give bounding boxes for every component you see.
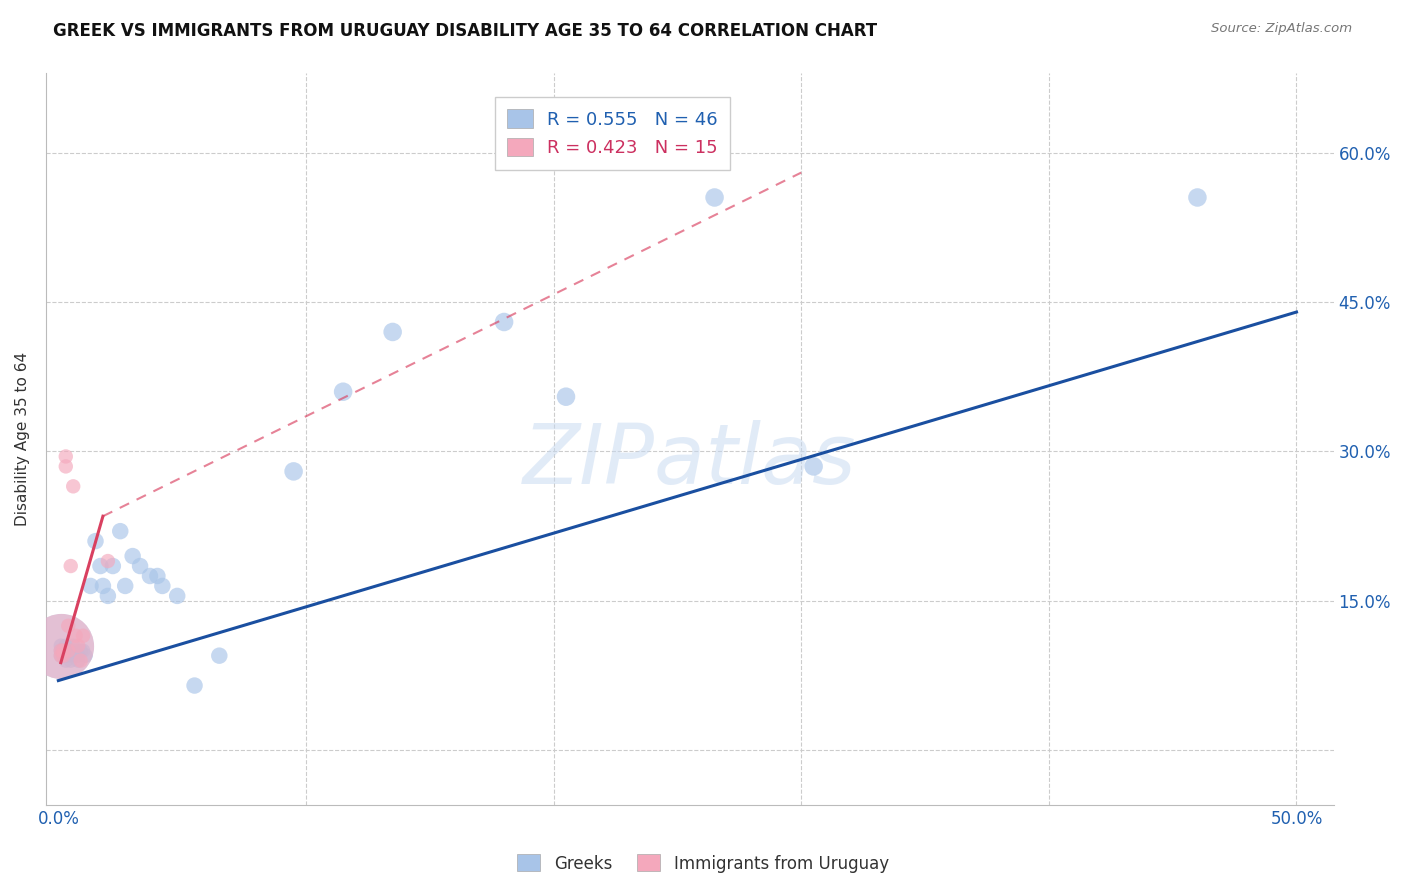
Point [69, 643, 91, 657]
Text: GREEK VS IMMIGRANTS FROM URUGUAY DISABILITY AGE 35 TO 64 CORRELATION CHART: GREEK VS IMMIGRANTS FROM URUGUAY DISABIL… [53, 22, 877, 40]
Point [52, 643, 75, 657]
Point [65, 629, 87, 643]
Point [110, 524, 132, 538]
Point [72, 629, 94, 643]
Point [55, 648, 77, 663]
Point [91, 579, 114, 593]
Point [62, 479, 84, 493]
Point [52, 648, 75, 663]
Point [332, 384, 354, 399]
Point [97, 554, 120, 568]
Point [49, 639, 72, 653]
Text: ZIPatlas: ZIPatlas [523, 420, 856, 501]
Point [62, 639, 84, 653]
Text: Source: ZipAtlas.com: Source: ZipAtlas.com [1212, 22, 1353, 36]
Point [494, 315, 516, 329]
Point [183, 679, 205, 693]
Point [101, 559, 124, 574]
Point [59, 654, 82, 668]
Point [84, 534, 107, 549]
Point [69, 654, 91, 668]
Point [52, 643, 75, 657]
Point [114, 579, 136, 593]
Point [55, 450, 77, 464]
Y-axis label: Disability Age 35 to 64: Disability Age 35 to 64 [15, 352, 30, 526]
Point [55, 654, 77, 668]
Point [55, 639, 77, 653]
Point [65, 643, 87, 657]
Point [283, 464, 305, 478]
Point [97, 589, 120, 603]
Point [72, 643, 94, 657]
Point [58, 643, 80, 657]
Point [703, 190, 725, 204]
Point [129, 559, 152, 574]
Point [58, 643, 80, 657]
Point [55, 459, 77, 474]
Point [67, 654, 90, 668]
Point [65, 648, 87, 663]
Point [139, 569, 162, 583]
Point [49, 648, 72, 663]
Point [67, 639, 90, 653]
Point [803, 459, 825, 474]
Point [79, 579, 101, 593]
Point [555, 390, 578, 404]
Point [49, 643, 72, 657]
Point [49, 639, 72, 653]
Point [89, 559, 111, 574]
Point [49, 648, 72, 663]
Point [52, 648, 75, 663]
Point [208, 648, 231, 663]
Point [150, 579, 173, 593]
Point [59, 643, 82, 657]
Point [146, 569, 169, 583]
Point [59, 559, 82, 574]
Legend: Greeks, Immigrants from Uruguay: Greeks, Immigrants from Uruguay [510, 847, 896, 880]
Point [121, 549, 143, 563]
Point [58, 643, 80, 657]
Point [52, 643, 75, 657]
Point [49, 639, 72, 653]
Point [1187, 190, 1209, 204]
Point [58, 619, 80, 633]
Point [67, 648, 90, 663]
Point [49, 643, 72, 657]
Legend: R = 0.555   N = 46, R = 0.423   N = 15: R = 0.555 N = 46, R = 0.423 N = 15 [495, 96, 730, 169]
Point [166, 589, 188, 603]
Point [381, 325, 404, 339]
Point [58, 648, 80, 663]
Point [75, 648, 97, 663]
